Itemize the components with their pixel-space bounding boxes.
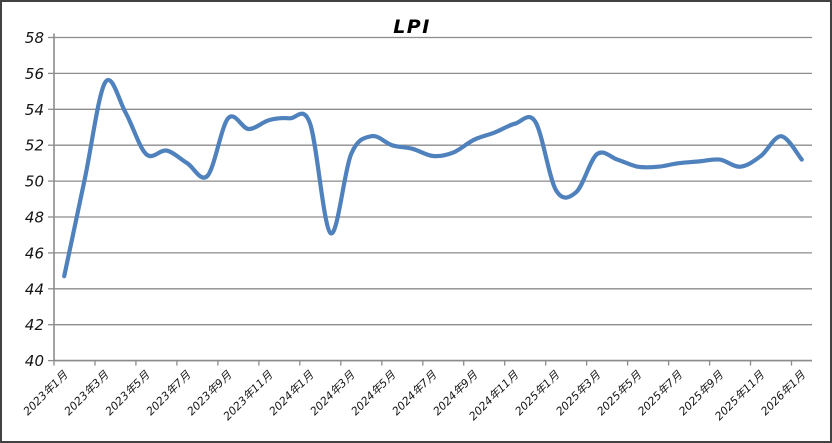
x-tick-labels: 2023年1月2023年3月2023年5月2023年7月2023年9月2023年… — [21, 368, 809, 423]
chart-title: LPI — [393, 16, 431, 38]
y-tick-label-44: 44 — [25, 280, 44, 298]
gridlines-layer — [54, 36, 812, 362]
y-tick-label-40: 40 — [25, 352, 44, 370]
data-series-layer — [62, 77, 804, 279]
y-tick-label-42: 42 — [25, 316, 44, 334]
y-tick-label-46: 46 — [25, 244, 44, 262]
y-tick-label-48: 48 — [25, 209, 44, 227]
y-tick-label-54: 54 — [25, 101, 44, 119]
y-tick-label-52: 52 — [25, 137, 44, 155]
y-tick-label-58: 58 — [25, 29, 44, 47]
y-tick-label-56: 56 — [25, 65, 44, 83]
y-tick-labels: 58 56 54 52 50 48 46 44 42 40 — [25, 29, 44, 370]
axes-layer — [48, 33, 812, 366]
y-tick-label-50: 50 — [25, 173, 44, 191]
lpi-data-line — [62, 77, 804, 279]
x-tick-label: 2026年1月 — [758, 368, 808, 418]
